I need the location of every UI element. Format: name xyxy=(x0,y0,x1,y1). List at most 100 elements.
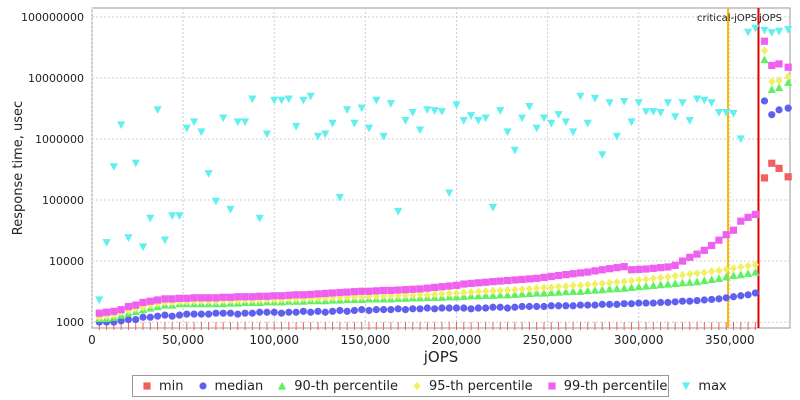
point-99-th-percentile xyxy=(649,264,657,272)
point-median xyxy=(664,298,672,307)
point-max xyxy=(124,234,133,242)
point-max xyxy=(102,239,111,247)
point-median xyxy=(700,296,708,304)
point-99-th-percentile xyxy=(489,278,497,286)
point-95-th-percentile xyxy=(737,262,745,272)
point-90-th-percentile xyxy=(539,288,549,297)
legend-item: median xyxy=(197,378,264,394)
point-99-th-percentile xyxy=(256,292,264,300)
point-90-th-percentile xyxy=(503,290,512,299)
legend-marker xyxy=(198,382,207,390)
point-99-th-percentile xyxy=(328,289,337,297)
point-median xyxy=(431,305,439,313)
point-99-th-percentile xyxy=(299,291,308,299)
point-95-th-percentile xyxy=(416,290,424,299)
point-95-th-percentile xyxy=(627,276,636,285)
point-median xyxy=(605,300,614,308)
point-99-th-percentile xyxy=(768,61,776,70)
legend-symbol xyxy=(682,382,691,391)
point-median xyxy=(438,304,446,312)
point-median xyxy=(350,306,359,315)
point-median xyxy=(533,302,541,311)
point-median xyxy=(299,307,308,315)
point-median xyxy=(183,310,191,318)
point-median xyxy=(190,310,198,318)
point-99-th-percentile xyxy=(511,276,519,284)
point-median xyxy=(372,306,380,314)
point-95-th-percentile xyxy=(379,291,388,300)
point-95-th-percentile xyxy=(744,261,752,271)
annotation-label: critical-jOPS xyxy=(697,13,757,24)
point-99-th-percentile xyxy=(270,292,278,300)
point-median xyxy=(627,300,636,308)
y-tick-label: 100000000 xyxy=(21,11,84,24)
point-median xyxy=(401,306,410,314)
legend-label: median xyxy=(214,378,264,394)
legend-label: max xyxy=(698,378,727,394)
point-90-th-percentile xyxy=(510,290,519,298)
point-median xyxy=(416,305,424,313)
point-90-th-percentile xyxy=(671,279,680,288)
point-95-th-percentile xyxy=(336,293,344,302)
point-99-th-percentile xyxy=(102,308,111,316)
point-95-th-percentile xyxy=(584,280,592,289)
point-95-th-percentile xyxy=(256,295,264,305)
point-99-th-percentile xyxy=(314,290,322,298)
point-95-th-percentile xyxy=(775,76,783,85)
point-99-th-percentile xyxy=(460,280,468,288)
point-99-th-percentile xyxy=(722,231,730,239)
point-99-th-percentile xyxy=(285,291,293,299)
point-median xyxy=(784,104,792,112)
point-95-th-percentile xyxy=(423,290,431,299)
legend-label: 90-th percentile xyxy=(294,378,398,394)
point-max xyxy=(510,146,519,155)
point-max xyxy=(598,151,607,159)
point-median xyxy=(212,309,220,317)
point-max xyxy=(503,128,512,137)
point-90-th-percentile xyxy=(743,269,753,277)
point-95-th-percentile xyxy=(664,272,672,281)
point-90-th-percentile xyxy=(547,288,556,297)
point-99-th-percentile xyxy=(729,226,738,234)
point-median xyxy=(277,309,286,317)
point-median xyxy=(467,305,475,313)
point-95-th-percentile xyxy=(635,275,643,285)
point-99-th-percentile xyxy=(263,292,271,300)
point-max xyxy=(707,99,716,108)
point-95-th-percentile xyxy=(518,285,526,294)
point-min xyxy=(768,159,776,167)
point-90-th-percentile xyxy=(656,280,665,289)
point-99-th-percentile xyxy=(627,266,636,274)
point-95-th-percentile xyxy=(671,271,679,281)
point-max xyxy=(525,102,534,111)
point-max xyxy=(634,99,643,108)
point-95-th-percentile xyxy=(693,269,701,278)
point-max xyxy=(219,114,228,123)
data-marks xyxy=(95,24,793,326)
point-90-th-percentile xyxy=(532,288,541,297)
legend-symbol xyxy=(198,382,207,390)
point-max xyxy=(539,114,549,123)
y-tick-label: 10000000 xyxy=(28,72,84,85)
series-99-th-percentile xyxy=(95,37,792,317)
point-median xyxy=(482,304,490,312)
point-99-th-percentile xyxy=(751,210,759,219)
point-max xyxy=(182,124,191,133)
point-95-th-percentile xyxy=(533,284,541,293)
point-99-th-percentile xyxy=(678,257,687,265)
point-90-th-percentile xyxy=(729,271,738,280)
point-median xyxy=(768,111,776,119)
point-95-th-percentile xyxy=(760,46,769,55)
point-99-th-percentile xyxy=(416,285,424,293)
point-max xyxy=(722,109,731,117)
point-max xyxy=(649,108,658,116)
point-99-th-percentile xyxy=(620,263,628,271)
point-90-th-percentile xyxy=(590,285,600,294)
point-99-th-percentile xyxy=(110,307,118,315)
point-99-th-percentile xyxy=(503,276,512,285)
point-99-th-percentile xyxy=(248,293,256,301)
point-max xyxy=(401,117,410,125)
legend-item: min xyxy=(141,379,184,394)
point-95-th-percentile xyxy=(540,283,548,292)
point-max xyxy=(226,205,235,214)
